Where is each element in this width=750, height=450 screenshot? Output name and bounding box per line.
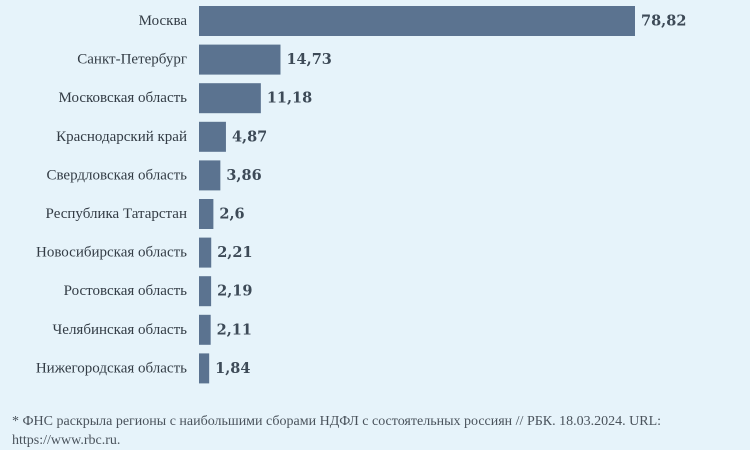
value-label: 2,19 xyxy=(217,283,252,300)
bar-chart: Москва 78,82 Санкт-Петербург 14,73 Московска… xyxy=(36,6,686,384)
category-label: Челябинская область xyxy=(53,322,188,338)
category-label: Московская область xyxy=(59,90,188,106)
value-label: 3,86 xyxy=(226,167,261,184)
value-label: 1,84 xyxy=(215,360,250,377)
bar-9 xyxy=(199,314,211,345)
category-label: Краснодарский край xyxy=(56,129,187,145)
category-label: Нижегородская область xyxy=(36,360,187,376)
bar-3 xyxy=(199,83,261,114)
value-label: 78,82 xyxy=(641,13,686,30)
bar-1 xyxy=(199,6,635,36)
value-label: 11,18 xyxy=(267,90,312,107)
bar-5 xyxy=(199,160,221,191)
bar-7 xyxy=(199,237,212,268)
category-label: Ростовская область xyxy=(64,283,187,299)
bar-4 xyxy=(199,121,226,152)
value-label: 14,73 xyxy=(286,51,331,68)
bar-8 xyxy=(199,276,212,307)
value-label: 2,11 xyxy=(217,321,252,338)
value-label: 4,87 xyxy=(232,128,267,145)
bar-6 xyxy=(199,199,214,229)
bar-2 xyxy=(199,44,281,75)
category-label: Республика Татарстан xyxy=(46,206,187,222)
category-label: Свердловская область xyxy=(46,167,187,183)
bar-10 xyxy=(199,353,210,384)
value-label: 2,21 xyxy=(217,244,252,261)
category-label: Москва xyxy=(139,13,188,29)
category-label: Санкт-Петербург xyxy=(77,52,187,68)
value-label: 2,6 xyxy=(219,206,244,223)
category-label: Новосибирская область xyxy=(36,245,187,261)
footnote: * ФНС раскрыла регионы с наибольшими сбо… xyxy=(12,414,662,448)
